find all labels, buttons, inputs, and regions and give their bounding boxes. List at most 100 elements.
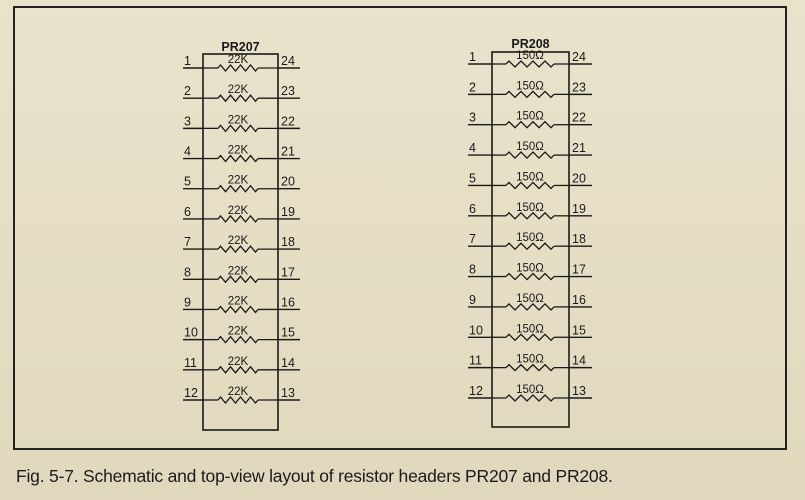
resistor-symbol [505,333,555,342]
right-pin-number: 21 [281,145,295,159]
right-pin-number: 17 [572,263,586,277]
header-pr207: PR207 1 24 22K 2 23 22K 3 22 22K 4 21 22K 5 20 22K 6 19 22… [183,40,300,431]
left-pin-number: 8 [184,265,191,279]
resistor-row: 5 20 150Ω [468,171,592,190]
resistor-row: 9 16 22K [183,295,300,314]
resistor-symbol [217,184,259,193]
left-pin-number: 12 [184,386,198,400]
figure-caption: Fig. 5-7. Schematic and top-view layout … [16,466,613,486]
resistor-row: 2 23 150Ω [468,80,592,99]
resistor-symbol [217,124,259,133]
resistor-value: 150Ω [516,263,544,275]
right-pin-number: 22 [572,111,586,125]
resistor-symbol [217,305,259,314]
resistor-value: 150Ω [516,141,544,153]
resistor-symbol [217,214,259,223]
right-pin-number: 23 [281,84,295,98]
resistor-row: 6 19 22K [183,205,300,223]
resistor-value: 22K [228,54,249,66]
left-pin-number: 12 [469,384,483,398]
left-pin-number: 5 [184,175,191,189]
right-pin-number: 19 [572,202,586,216]
header-body [202,53,279,431]
header-pr208: PR208 1 24 150Ω 2 23 150Ω 3 22 150Ω 4 21 150Ω 5 20 150Ω… [468,37,592,428]
resistor-value: 150Ω [516,111,544,123]
resistor-row: 3 22 150Ω [468,111,592,129]
resistor-symbol [217,335,259,344]
resistor-row: 11 14 150Ω [468,354,592,372]
right-pin-number: 13 [281,386,295,400]
resistor-value: 22K [228,205,249,217]
left-pin-number: 5 [469,171,476,185]
resistor-value: 22K [228,235,249,247]
right-pin-number: 16 [572,293,586,307]
resistor-symbol [217,154,259,163]
resistor-value: 22K [228,265,249,277]
resistor-symbol [217,365,259,374]
resistor-symbol [505,120,555,129]
resistor-row: 6 19 150Ω [468,202,592,220]
resistor-symbol [505,394,555,402]
left-pin-number: 9 [469,293,476,307]
resistor-symbol [505,151,555,160]
resistor-value: 22K [228,145,249,157]
resistor-symbol [217,275,259,284]
resistor-row: 5 20 22K [183,175,300,193]
resistor-row: 10 15 150Ω [468,323,592,342]
header-title: PR208 [511,37,549,51]
left-pin-number: 8 [469,263,476,277]
right-pin-number: 16 [281,295,295,309]
right-pin-number: 15 [281,326,295,340]
left-pin-number: 6 [469,202,476,216]
resistor-symbol [217,94,259,103]
right-pin-number: 15 [572,323,586,337]
resistor-value: 22K [228,326,249,338]
left-pin-number: 7 [184,235,191,249]
left-pin-number: 2 [184,84,191,98]
resistor-value: 150Ω [516,293,544,305]
left-pin-number: 11 [469,354,482,368]
resistor-value: 150Ω [516,354,544,366]
resistor-value: 22K [228,295,249,307]
figure-frame [13,6,787,450]
resistor-row: 11 14 22K [183,356,300,374]
right-pin-number: 14 [281,356,295,370]
right-pin-number: 20 [572,171,586,185]
resistor-row: 10 15 22K [183,326,300,344]
resistor-symbol [505,242,555,251]
left-pin-number: 1 [184,54,191,68]
left-pin-number: 2 [469,80,476,94]
resistor-value: 150Ω [516,323,544,335]
right-pin-number: 22 [281,114,295,128]
right-pin-number: 18 [281,235,295,249]
resistor-value: 150Ω [516,202,544,214]
resistor-value: 150Ω [516,384,544,396]
resistor-symbol [505,302,555,311]
resistor-value: 150Ω [516,80,544,92]
resistor-value: 150Ω [516,232,544,244]
resistor-symbol [217,395,259,405]
resistor-symbol [505,363,555,372]
resistor-value: 22K [228,84,249,96]
resistor-row: 3 22 22K [183,114,300,133]
resistor-symbol [505,60,555,68]
resistor-row: 12 13 22K [183,386,300,405]
resistor-symbol [505,272,555,281]
left-pin-number: 9 [184,295,191,309]
left-pin-number: 4 [184,145,191,159]
right-pin-number: 23 [572,80,586,94]
header-title: PR207 [221,40,259,54]
resistor-row: 8 17 150Ω [468,263,592,281]
left-pin-number: 6 [184,205,191,219]
resistor-row: 9 16 150Ω [468,293,592,311]
resistor-row: 7 18 22K [183,235,300,254]
resistor-row: 1 24 22K [183,54,300,73]
resistor-value: 22K [228,386,249,398]
left-pin-number: 3 [469,111,476,125]
right-pin-number: 18 [572,232,586,246]
resistor-value: 22K [228,175,249,187]
left-pin-number: 3 [184,114,191,128]
left-pin-number: 10 [184,326,198,340]
